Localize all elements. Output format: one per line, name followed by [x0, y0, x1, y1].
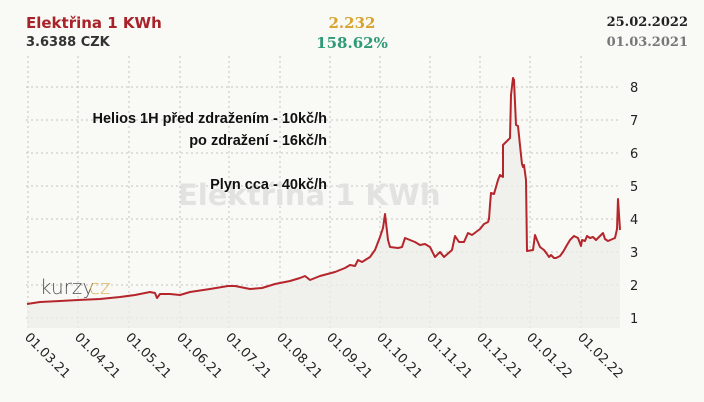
y-tick: 6: [630, 147, 638, 162]
x-tick: 01.11.21: [423, 330, 475, 382]
x-tick: 01.10.21: [373, 330, 425, 382]
y-tick: 7: [630, 114, 638, 129]
logo-text-cz: cz: [89, 275, 111, 299]
y-tick: 5: [630, 180, 638, 195]
x-tick: 01.03.21: [21, 330, 73, 382]
x-tick: 01.02.22: [574, 330, 626, 382]
x-tick: 01.07.21: [222, 330, 274, 382]
end-date: 25.02.2022: [606, 15, 688, 30]
instrument-title: Elektřina 1 KWh: [26, 14, 162, 32]
annotation-helios-after: po zdražení - 16kč/h: [189, 133, 327, 149]
area-fill: [27, 78, 620, 328]
x-tick: 01.05.21: [122, 330, 174, 382]
x-tick: 01.01.22: [523, 330, 575, 382]
start-date: 01.03.2021: [606, 35, 688, 50]
logo: kurzy cz: [40, 275, 111, 299]
annotation-helios-before: Helios 1H před zdražením - 10kč/h: [92, 111, 328, 127]
y-axis-labels: 8 7 6 5 4 3 2 1: [630, 81, 638, 327]
x-tick: 01.09.21: [323, 330, 375, 382]
absolute-change: 2.232: [328, 14, 376, 32]
current-price: 3.6388 CZK: [26, 35, 110, 50]
y-tick: 2: [630, 279, 638, 294]
x-tick: 01.06.21: [173, 330, 225, 382]
x-tick: 01.08.21: [273, 330, 325, 382]
y-tick: 8: [630, 81, 638, 96]
y-tick: 3: [630, 246, 638, 261]
y-tick: 4: [630, 213, 638, 228]
x-tick: 01.12.21: [473, 330, 525, 382]
y-tick: 1: [630, 312, 638, 327]
annotation-gas: Plyn cca - 40kč/h: [210, 177, 327, 193]
logo-text-kurzy: kurzy: [40, 275, 94, 299]
x-axis-labels: 01.03.21 01.04.21 01.05.21 01.06.21 01.0…: [21, 330, 626, 382]
x-tick: 01.04.21: [71, 330, 123, 382]
chart-watermark: Elektřina 1 KWh: [178, 178, 441, 212]
percent-change: 158.62%: [316, 34, 388, 52]
price-line: [26, 77, 621, 305]
